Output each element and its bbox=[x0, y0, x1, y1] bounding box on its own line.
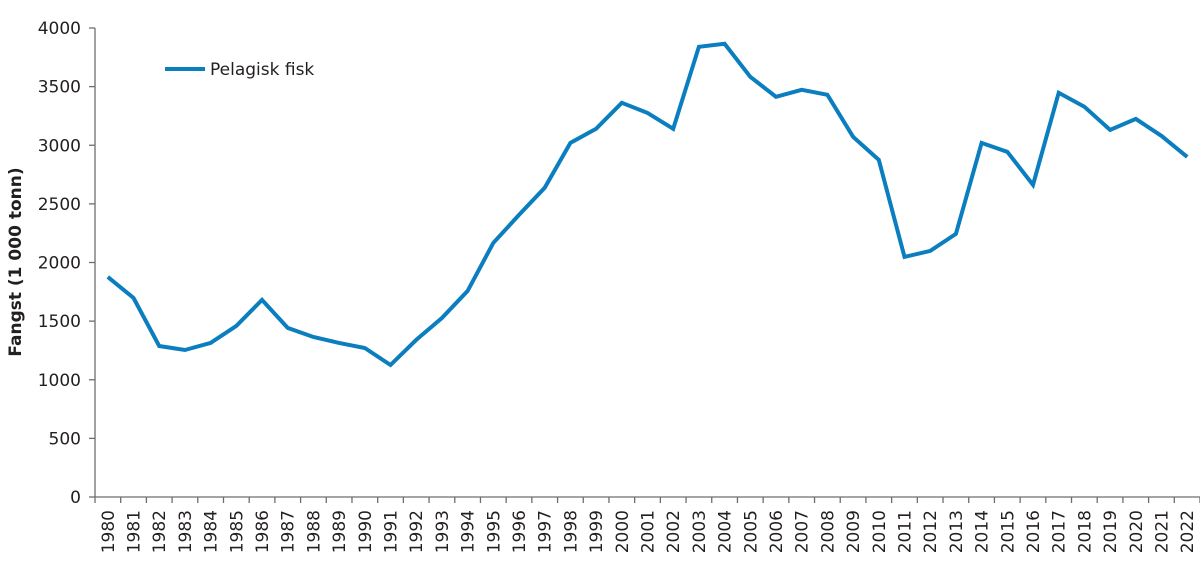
x-tick-label: 1993 bbox=[433, 510, 453, 553]
x-tick-label: 2005 bbox=[741, 510, 761, 553]
x-tick-label: 2009 bbox=[844, 510, 864, 553]
x-tick-label: 1981 bbox=[125, 510, 145, 553]
x-tick-label: 2017 bbox=[1050, 510, 1070, 553]
x-tick-label: 1987 bbox=[279, 510, 299, 553]
legend: Pelagisk fisk bbox=[165, 60, 314, 80]
y-tick-label: 500 bbox=[49, 429, 81, 449]
legend-label: Pelagisk fisk bbox=[210, 60, 314, 80]
x-tick-label: 2013 bbox=[947, 510, 967, 553]
x-tick-label: 2016 bbox=[1024, 510, 1044, 553]
y-axis-label: Fangst (1 000 tonn) bbox=[6, 167, 26, 356]
y-tick-label: 3000 bbox=[38, 136, 81, 156]
x-tick-label: 2020 bbox=[1127, 510, 1147, 553]
x-axis: 1980 1981 1982 1983 1984 1985 1986 1987 1988 1989… bbox=[94, 496, 1200, 553]
x-tick-label: 1995 bbox=[484, 510, 504, 553]
x-tick-label: 2018 bbox=[1075, 510, 1095, 553]
series-line-pelagisk-fisk bbox=[106, 41, 1189, 368]
x-tick-label: 2011 bbox=[895, 510, 915, 553]
x-tick-label: 1994 bbox=[459, 510, 479, 553]
x-tick-label: 1986 bbox=[253, 510, 273, 553]
x-tick-label: 1982 bbox=[150, 510, 170, 553]
x-tick-label: 2021 bbox=[1152, 510, 1172, 553]
x-tick-label: 2015 bbox=[998, 510, 1018, 553]
x-tick-label: 2004 bbox=[716, 510, 736, 553]
series-lines bbox=[106, 41, 1189, 368]
x-tick-label: 1985 bbox=[227, 510, 247, 553]
x-tick-label: 1983 bbox=[176, 510, 196, 553]
x-tick-label: 1996 bbox=[510, 510, 530, 553]
x-tick-label: 1999 bbox=[587, 510, 607, 553]
x-tick-label: 2014 bbox=[973, 510, 993, 553]
y-tick-label: 1000 bbox=[38, 371, 81, 391]
x-tick-label: 2012 bbox=[921, 510, 941, 553]
x-tick-label: 1992 bbox=[407, 510, 427, 553]
x-tick-label: 1990 bbox=[356, 510, 376, 553]
x-tick-label: 1984 bbox=[202, 510, 222, 553]
x-tick-label: 2010 bbox=[870, 510, 890, 553]
x-tick-label: 1991 bbox=[382, 510, 402, 553]
x-tick-label: 2001 bbox=[639, 510, 659, 553]
x-tick-label: 2007 bbox=[793, 510, 813, 553]
y-tick-label: 2000 bbox=[38, 254, 81, 274]
x-tick-label: 2002 bbox=[664, 510, 684, 553]
x-tick-label: 1989 bbox=[330, 510, 350, 553]
x-tick-label: 1988 bbox=[304, 510, 324, 553]
x-tick-label: 2000 bbox=[613, 510, 633, 553]
x-tick-label: 2019 bbox=[1101, 510, 1121, 553]
x-tick-label: 2003 bbox=[690, 510, 710, 553]
x-tick-label: 1997 bbox=[536, 510, 556, 553]
y-tick-label: 1500 bbox=[38, 312, 81, 332]
x-tick-label: 1980 bbox=[99, 510, 119, 553]
y-tick-label: 3500 bbox=[38, 78, 81, 98]
x-tick-label: 1998 bbox=[561, 510, 581, 553]
y-tick-label: 4000 bbox=[38, 19, 81, 39]
y-tick-label: 2500 bbox=[38, 195, 81, 215]
x-tick-label: 2008 bbox=[818, 510, 838, 553]
y-axis: 0 500 1000 1500 2000 2500 3000 3500 4000 bbox=[38, 19, 96, 508]
x-tick-label: 2022 bbox=[1178, 510, 1198, 553]
x-tick-label: 2006 bbox=[767, 510, 787, 553]
y-tick-label: 0 bbox=[70, 488, 81, 508]
